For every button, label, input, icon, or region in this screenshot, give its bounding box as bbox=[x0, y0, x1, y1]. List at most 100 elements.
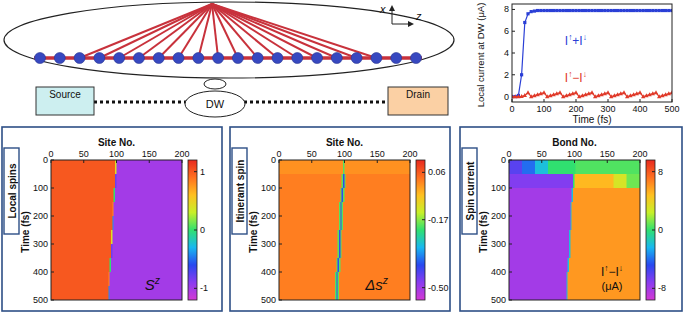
y-tick-label: 0 bbox=[504, 92, 509, 102]
cell bbox=[169, 188, 182, 202]
marker bbox=[555, 9, 558, 12]
arrow-head bbox=[408, 21, 414, 27]
marker bbox=[663, 92, 667, 96]
cell bbox=[522, 216, 535, 230]
cell bbox=[331, 244, 334, 258]
plot-area bbox=[512, 9, 672, 98]
plot-frame bbox=[512, 4, 672, 102]
marker bbox=[648, 9, 651, 12]
cell bbox=[627, 286, 640, 300]
cell bbox=[588, 174, 601, 188]
y-tick-label: 200 bbox=[33, 211, 48, 221]
cell bbox=[346, 216, 358, 230]
cell bbox=[118, 174, 130, 188]
cell bbox=[346, 272, 358, 286]
marker bbox=[593, 94, 597, 98]
cell bbox=[318, 258, 331, 272]
cell bbox=[509, 160, 522, 174]
marker bbox=[567, 92, 571, 96]
cell bbox=[305, 188, 318, 202]
marker bbox=[590, 9, 593, 12]
marker bbox=[519, 94, 523, 98]
cell bbox=[130, 244, 143, 258]
y-tick-label: 500 bbox=[261, 295, 276, 305]
cell bbox=[292, 188, 305, 202]
cells bbox=[51, 160, 182, 300]
marker bbox=[654, 90, 658, 94]
cell bbox=[601, 230, 614, 244]
y-tick bbox=[509, 272, 512, 273]
cell bbox=[346, 258, 358, 272]
site bbox=[252, 53, 263, 64]
spin-line bbox=[139, 4, 212, 58]
y-tick bbox=[51, 160, 54, 161]
x-tick bbox=[182, 160, 183, 163]
cell bbox=[305, 202, 318, 216]
cell bbox=[384, 202, 397, 216]
cell bbox=[292, 230, 305, 244]
cell bbox=[51, 188, 64, 202]
cell bbox=[51, 160, 64, 174]
cell bbox=[51, 244, 64, 258]
cell bbox=[305, 258, 318, 272]
cell bbox=[346, 286, 358, 300]
cell bbox=[292, 286, 305, 300]
marker bbox=[654, 9, 657, 12]
marker bbox=[625, 94, 629, 98]
cell bbox=[331, 272, 334, 286]
cell bbox=[279, 202, 292, 216]
cell bbox=[561, 230, 564, 244]
site bbox=[94, 53, 105, 64]
cell bbox=[397, 244, 410, 258]
axis-arrow bbox=[392, 24, 410, 25]
cell bbox=[548, 230, 561, 244]
y-tick bbox=[51, 300, 54, 301]
colorbar-tick bbox=[194, 288, 197, 289]
cell bbox=[358, 230, 371, 244]
marker bbox=[581, 9, 584, 12]
x-axis-label: Bond No. bbox=[552, 137, 597, 148]
y-tick-label: 0 bbox=[271, 155, 276, 165]
cell bbox=[535, 272, 548, 286]
y-tick-label: 100 bbox=[491, 183, 506, 193]
cell bbox=[561, 216, 564, 230]
x-tick bbox=[640, 160, 641, 163]
superscript: z bbox=[382, 274, 389, 286]
marker bbox=[587, 91, 591, 95]
x-tick-label: 0 bbox=[506, 149, 511, 159]
cell bbox=[601, 160, 614, 174]
x-tick-label: 100 bbox=[109, 149, 124, 159]
colorbar-tick bbox=[652, 288, 655, 289]
cell bbox=[397, 258, 410, 272]
cell bbox=[103, 174, 106, 188]
drain-label: Drain bbox=[406, 89, 430, 100]
cell bbox=[576, 244, 588, 258]
text-run: −I bbox=[609, 265, 619, 279]
connector-ellipse bbox=[204, 79, 226, 89]
annotation: Δsz bbox=[364, 274, 389, 293]
marker bbox=[580, 93, 584, 97]
cell bbox=[548, 188, 561, 202]
y-tick-label: 100 bbox=[33, 183, 48, 193]
x-tick bbox=[607, 160, 608, 163]
x-tick bbox=[410, 160, 411, 163]
y-tick bbox=[279, 244, 282, 245]
cell bbox=[509, 216, 522, 230]
y-tick-label: 300 bbox=[261, 239, 276, 249]
cell bbox=[90, 188, 103, 202]
x-tick-label: 200 bbox=[568, 104, 583, 114]
cell bbox=[130, 272, 143, 286]
marker bbox=[568, 9, 571, 12]
panel-label: Itinerant spin bbox=[235, 160, 246, 223]
cell bbox=[522, 272, 535, 286]
cell bbox=[130, 174, 143, 188]
cell bbox=[318, 272, 331, 286]
marker bbox=[622, 90, 626, 94]
marker bbox=[647, 92, 651, 96]
colorbar-tick-label: -8 bbox=[658, 283, 666, 293]
marker bbox=[667, 91, 671, 95]
cell bbox=[627, 160, 640, 174]
marker bbox=[578, 9, 581, 12]
colorbar-tick-label: 1 bbox=[200, 167, 205, 177]
cell bbox=[522, 160, 535, 174]
